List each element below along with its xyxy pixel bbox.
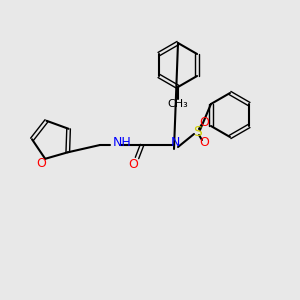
Text: O: O bbox=[199, 136, 209, 148]
Text: CH₃: CH₃ bbox=[168, 99, 188, 109]
Text: O: O bbox=[128, 158, 138, 170]
Text: N: N bbox=[170, 136, 180, 149]
Text: NH: NH bbox=[113, 136, 132, 149]
Text: S: S bbox=[193, 125, 201, 139]
Text: O: O bbox=[36, 157, 46, 170]
Text: O: O bbox=[199, 116, 209, 128]
